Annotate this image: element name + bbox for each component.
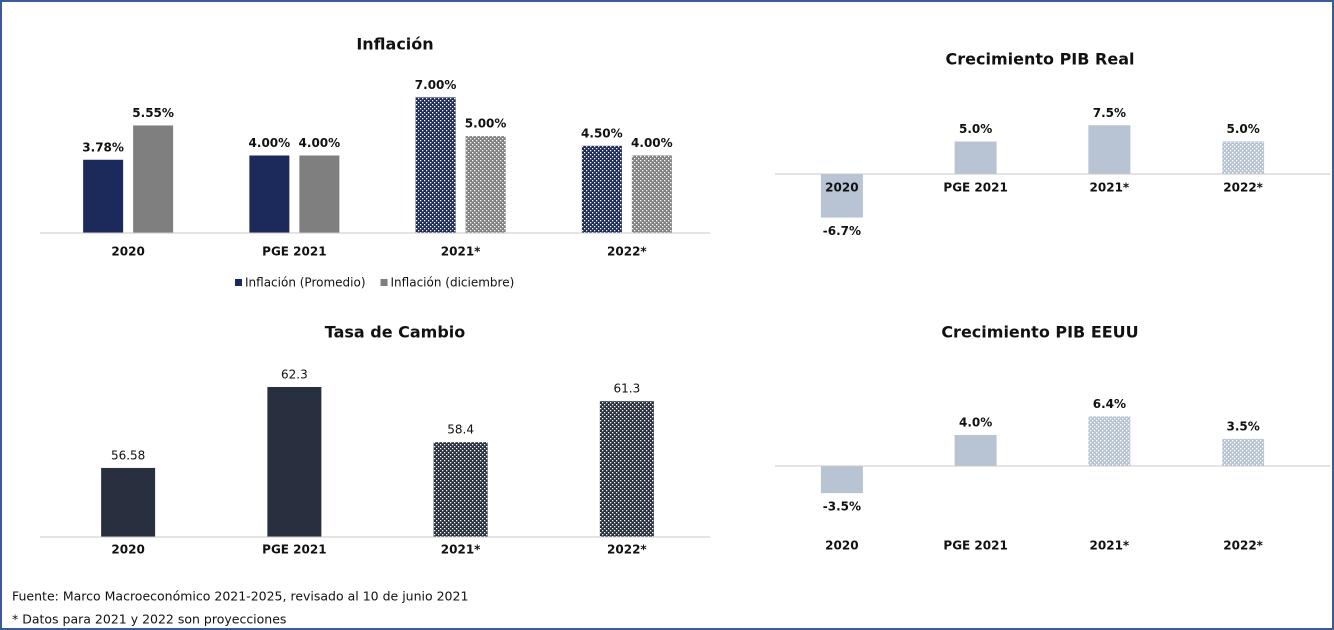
value-label: 4.50% (581, 126, 623, 140)
bar (267, 386, 322, 537)
bar (433, 442, 488, 537)
x-tick-label: 2021* (1090, 539, 1130, 553)
source: Fuente: Marco Macroeconómico 2021-2025, … (12, 589, 468, 604)
legend-label: Inflación (Promedio) (245, 276, 366, 290)
bar (415, 97, 456, 233)
value-label: 4.00% (299, 136, 341, 150)
legend-swatch (235, 279, 242, 286)
value-label: 56.58 (111, 448, 145, 462)
value-label: 62.3 (281, 367, 308, 381)
bar (820, 174, 863, 218)
x-tick-label: 2021* (441, 245, 481, 259)
value-label: 5.0% (1226, 122, 1259, 136)
bar (465, 136, 506, 233)
x-tick-label: 2022* (1223, 181, 1263, 195)
value-label: 5.0% (959, 122, 992, 136)
value-label: 5.55% (132, 106, 174, 120)
bar (1222, 438, 1265, 466)
legend-swatch (380, 279, 388, 286)
chart-title: Crecimiento PIB EEUU (941, 323, 1138, 342)
chart-title: Tasa de Cambio (325, 323, 466, 342)
x-tick-label: 2022* (1223, 539, 1263, 553)
value-label: 4.00% (631, 136, 673, 150)
x-tick-label: 2021* (1090, 181, 1130, 195)
x-tick-label: 2020 (825, 539, 858, 553)
x-tick-label: PGE 2021 (943, 181, 1007, 195)
value-label: 3.5% (1226, 419, 1259, 433)
x-tick-label: 2020 (825, 181, 858, 195)
x-tick-label: 2020 (111, 543, 144, 557)
bar (249, 155, 290, 233)
value-label: 3.78% (82, 140, 124, 154)
bar (954, 141, 997, 174)
x-tick-label: PGE 2021 (262, 245, 326, 259)
value-label: -6.7% (823, 224, 861, 238)
x-tick-label: 2021* (441, 543, 481, 557)
value-label: -3.5% (823, 500, 861, 514)
value-label: 6.4% (1093, 397, 1126, 411)
chart-title: Crecimiento PIB Real (946, 50, 1135, 69)
bar (83, 159, 124, 233)
value-label: 7.00% (415, 78, 457, 92)
x-tick-label: 2022* (607, 245, 647, 259)
footnote: * Datos para 2021 y 2022 son proyeccione… (12, 612, 286, 627)
legend-label: Inflación (diciembre) (391, 276, 515, 290)
bar (1088, 416, 1131, 466)
value-label: 4.0% (959, 416, 992, 430)
bar (1088, 125, 1131, 174)
bar (581, 145, 622, 233)
x-tick-label: PGE 2021 (943, 539, 1007, 553)
bar (599, 401, 654, 537)
bar (954, 435, 997, 466)
x-tick-label: PGE 2021 (262, 543, 326, 557)
bar (101, 467, 156, 537)
bar (299, 155, 340, 233)
bar (631, 155, 672, 233)
value-label: 61.3 (614, 382, 641, 396)
value-label: 7.5% (1093, 106, 1126, 120)
value-label: 58.4 (447, 423, 474, 437)
bar (1222, 141, 1265, 174)
value-label: 4.00% (249, 136, 291, 150)
chart-title: Inflación (356, 35, 433, 54)
x-tick-label: 2022* (607, 543, 647, 557)
bar (820, 466, 863, 494)
value-label: 5.00% (465, 117, 507, 131)
bar (133, 125, 174, 233)
x-tick-label: 2020 (111, 245, 144, 259)
